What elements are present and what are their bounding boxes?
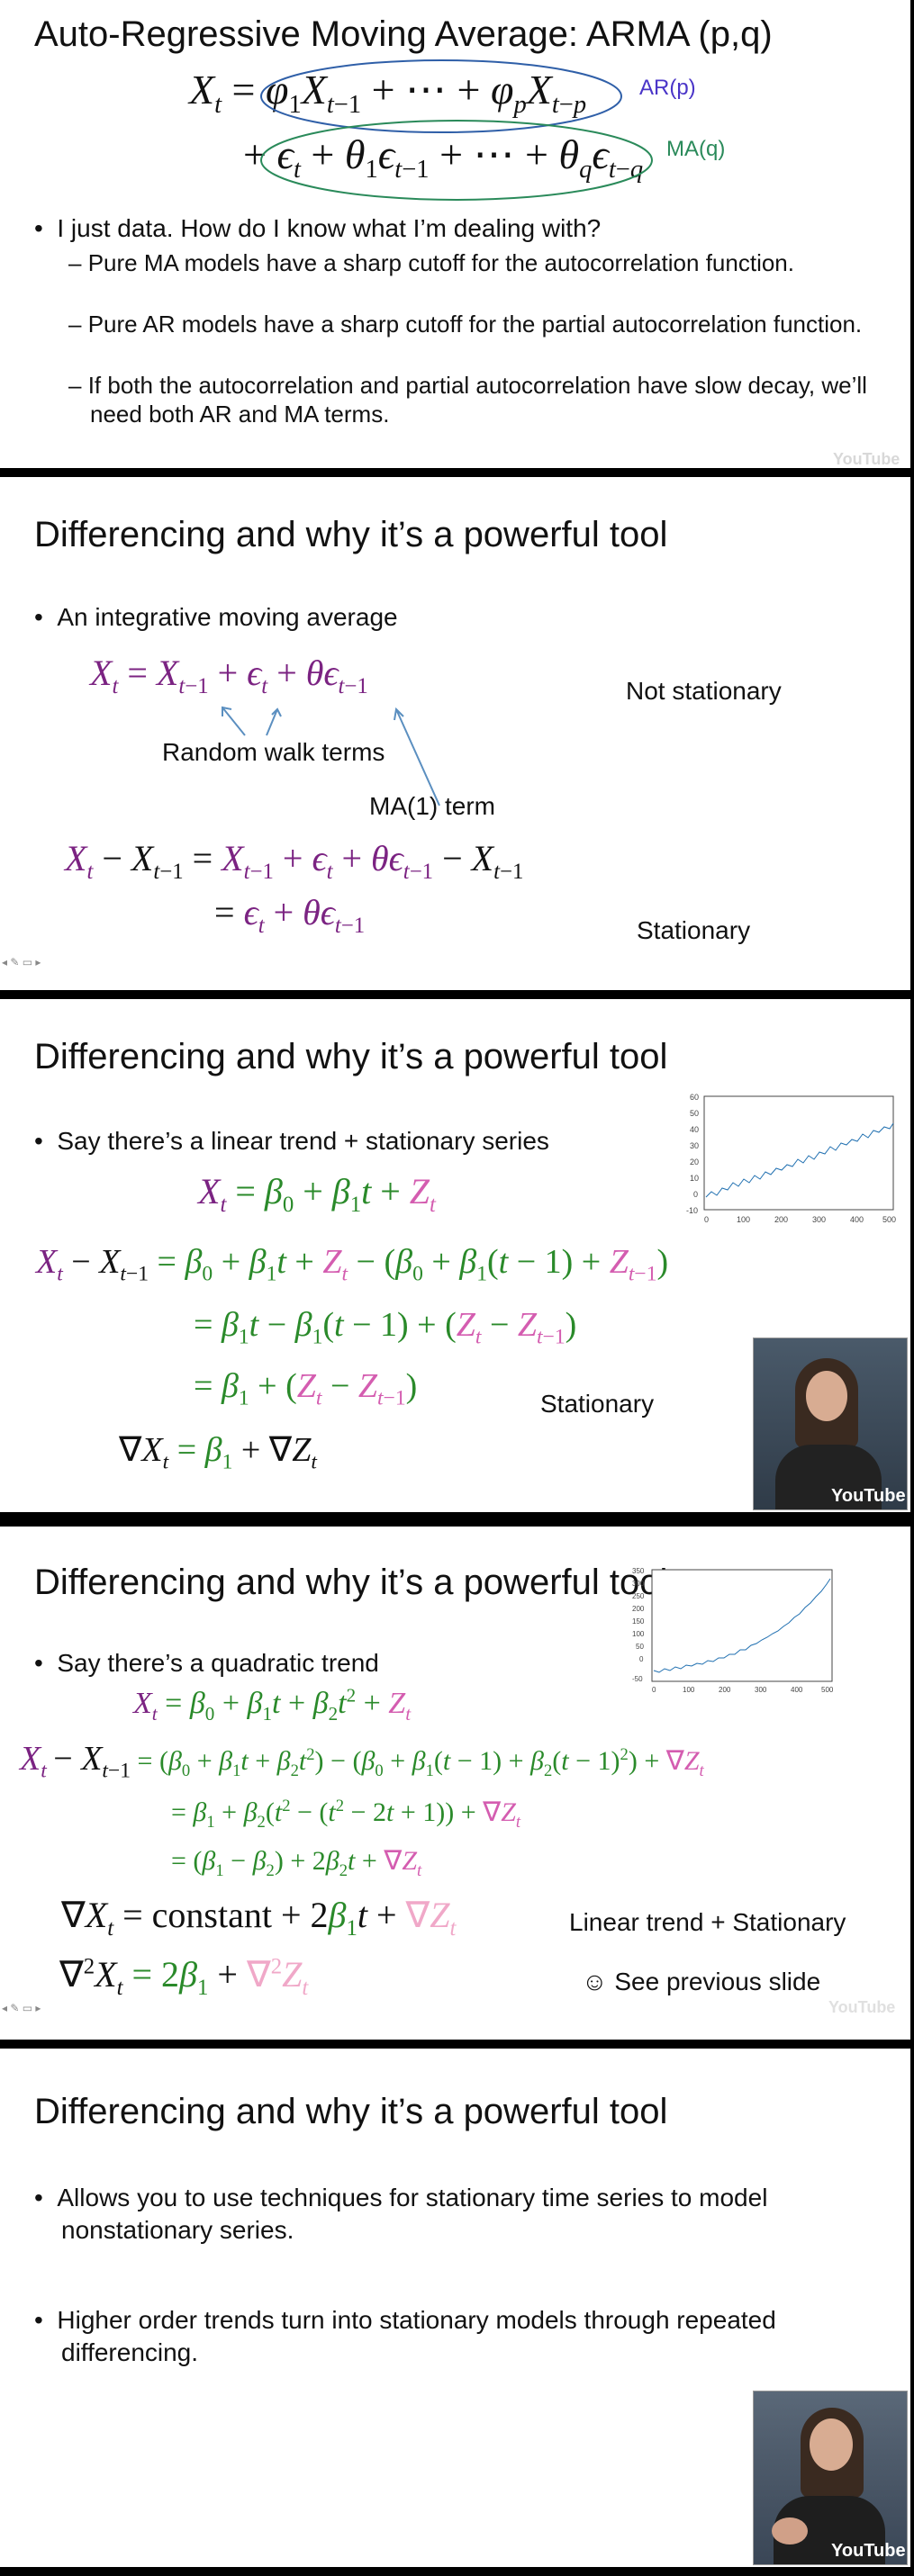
slide-controls[interactable]: ◂ ✎ ▭ ▸ [2,2002,41,2014]
bullet-higher-order: • Higher order trends turn into stationa… [34,2306,776,2366]
plot-tick-label: 300 [755,1686,767,1694]
quadratic-diff-line-3: = (β1 − β2) + 2β2t + ∇Zt [171,1846,422,1880]
bullet-quadratic-trend: • Say there’s a quadratic trend [34,1649,379,1677]
plot-tick-label: -10 [686,1206,698,1215]
sub-bullet-text: If both the autocorrelation and partial … [87,372,867,428]
ma-label: MA(q) [666,137,726,161]
bullet-integrative: • An integrative moving average [34,603,398,631]
sub-bullet-text: Pure AR models have a sharp cutoff for t… [87,311,863,338]
sub-bullet-text: Pure MA models have a sharp cutoff for t… [87,249,794,276]
plot-tick-label: 50 [636,1643,644,1651]
see-previous-note: ☺ See previous slide [582,1968,821,1995]
presenter-face [806,1371,847,1421]
stationary-label: Stationary [637,916,751,944]
plot-tick-label: 100 [632,1630,645,1638]
plot-tick-label: 400 [791,1686,803,1694]
ar-label: AR(p) [639,76,696,100]
slide-title: Differencing and why it’s a powerful too… [34,1037,668,1076]
nabla-equation: ∇Xt = β1 + ∇Zt [119,1431,317,1474]
quadratic-trend-plot: 350 300 250 200 150 100 50 0 -50 0 100 2… [632,1567,834,1694]
youtube-watermark: YouTube [828,1998,896,2016]
nabla-constant-equation: ∇Xt = constant + 2β1t + ∇Zt [61,1895,457,1941]
plot-tick-label: 150 [632,1617,645,1626]
presenter-video[interactable]: YouTube [753,2391,908,2565]
youtube-watermark: YouTube [831,1486,906,1506]
linear-diff-line-2: = β1t − β1(t − 1) + (Zt − Zt−1) [194,1306,577,1349]
linear-diff-line-1: Xt − Xt−1 = β0 + β1t + Zt − (β0 + β1(t −… [36,1243,669,1286]
differenced-result: = ϵt + θϵt−1 [214,892,366,938]
quadratic-diff-line-2: = β1 + β2(t2 − (t2 − 2t + 1)) + ∇Zt [171,1797,521,1832]
youtube-watermark: YouTube [833,450,900,468]
plot-tick-label: 300 [812,1215,826,1224]
bullet-stationary-techniques: • Allows you to use techniques for stati… [34,2184,768,2244]
plot-tick-label: 0 [693,1190,698,1199]
slide-5-summary: Differencing and why it’s a powerful too… [0,2049,910,2567]
plot-tick-label: 500 [821,1686,834,1694]
not-stationary-label: Not stationary [626,677,782,705]
quadratic-model: Xt = β0 + β1t + β2t2 + Zt [133,1685,412,1725]
bullet-text: An integrative moving average [57,603,398,631]
bullet-text: Allows you to use techniques for station… [57,2184,768,2244]
youtube-watermark: YouTube [831,2541,906,2561]
ma1-term-label: MA(1) term [369,792,495,820]
plot-tick-label: 0 [704,1215,709,1224]
presenter-face [810,2418,853,2471]
presenter-hands [772,2517,808,2544]
plot-tick-label: 40 [690,1125,699,1134]
linear-trend-model: Xt = β0 + β1t + Zt [198,1171,436,1217]
plot-tick-label: 500 [882,1215,896,1224]
plot-tick-label: 60 [690,1093,699,1102]
plot-tick-label: 30 [690,1141,699,1150]
annotation-arrows [222,706,440,806]
presenter-video[interactable]: YouTube [753,1338,908,1510]
plot-tick-label: -50 [632,1675,643,1683]
ar-equation: Xt = φ1Xt−1 + ⋯ + φpXt−p [189,67,587,120]
plot-tick-label: 250 [632,1592,645,1600]
slide-controls[interactable]: ◂ ✎ ▭ ▸ [2,956,41,968]
linear-trend-note: Linear trend + Stationary [569,1908,846,1936]
bullet-text: Higher order trends turn into stationary… [57,2306,776,2366]
slide-title: Differencing and why it’s a powerful too… [34,2092,668,2131]
slide-title: Differencing and why it’s a powerful too… [34,1563,668,1602]
bullet-data-question: • I just data. How do I know what I’m de… [34,214,602,242]
integrative-ma-equation: Xt = Xt−1 + ϵt + θϵt−1 [90,653,368,698]
ar-ellipse [260,59,622,133]
plot-tick-label: 100 [683,1686,695,1694]
plot-tick-label: 200 [719,1686,731,1694]
bullet-text: Say there’s a quadratic trend [57,1649,379,1677]
linear-trend-plot: 60 50 40 30 20 10 0 -10 0 100 200 300 40… [686,1093,896,1224]
linear-diff-line-3: = β1 + (Zt − Zt−1) [194,1367,418,1410]
plot-tick-label: 100 [737,1215,750,1224]
quadratic-diff-line-1: Xt − Xt−1 = (β0 + β1t + β2t2) − (β0 + β1… [20,1740,704,1783]
sub-bullet-ar: – Pure AR models have a sharp cutoff for… [68,311,863,338]
slide-3-linear-trend: Differencing and why it’s a powerful too… [0,999,910,1512]
bullet-text: Say there’s a linear trend + stationary … [57,1127,549,1155]
nabla-squared-equation: ∇2Xt = 2β1 + ∇2Zt [59,1954,309,2000]
plot-tick-label: 300 [632,1580,645,1588]
plot-tick-label: 50 [690,1109,699,1118]
plot-tick-label: 400 [850,1215,864,1224]
sub-bullet-ma: – Pure MA models have a sharp cutoff for… [68,249,794,276]
slide-title: Differencing and why it’s a powerful too… [34,515,668,554]
plot-tick-label: 20 [690,1157,699,1166]
sub-bullet-both: – If both the autocorrelation and partia… [68,372,867,428]
slide-1-arma: Auto-Regressive Moving Average: ARMA (p,… [0,0,910,468]
random-walk-label: Random walk terms [162,738,385,766]
bullet-linear-trend: • Say there’s a linear trend + stationar… [34,1127,549,1155]
plot-tick-label: 200 [774,1215,788,1224]
slide-4-quadratic-trend: Differencing and why it’s a powerful too… [0,1527,910,2040]
plot-tick-label: 10 [690,1174,699,1183]
ma-ellipse [260,120,653,201]
plot-tick-label: 0 [639,1655,644,1663]
plot-tick-label: 200 [632,1605,645,1613]
differenced-equation: Xt − Xt−1 = Xt−1 + ϵt + θϵt−1 − Xt−1 [65,838,524,884]
slide-2-differencing: Differencing and why it’s a powerful too… [0,477,910,990]
plot-tick-label: 350 [632,1567,645,1575]
slide-title: Auto-Regressive Moving Average: ARMA (p,… [34,14,773,54]
ma-equation: + ϵt + θ1ϵt−1 + ⋯ + θqϵt−q [243,131,644,185]
presenter-body [775,1445,882,1509]
plot-tick-label: 0 [652,1686,656,1694]
stationary-label: Stationary [540,1390,655,1418]
bullet-text: I just data. How do I know what I’m deal… [57,214,602,242]
